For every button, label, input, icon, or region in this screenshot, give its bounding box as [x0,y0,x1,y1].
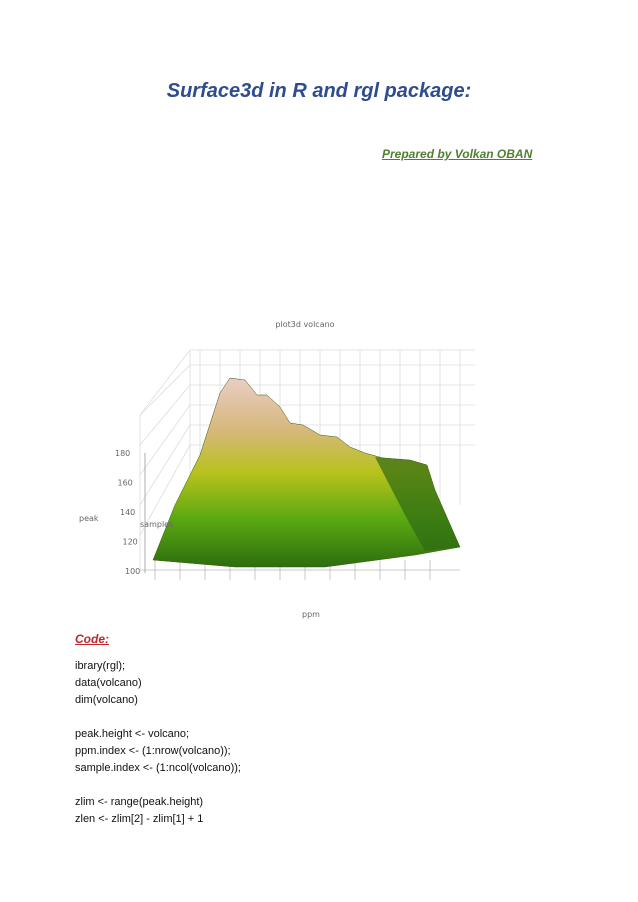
title: Surface3d in R and rgl package: [166,80,472,102]
z-tick-label: 120 [123,538,138,547]
grid [139,349,475,580]
z-tick-label: 160 [118,479,133,488]
z-tick-label: 100 [125,567,140,576]
z-ticks: 180 160 140 120 100 [115,449,140,576]
code-block: zlim <- range(peak.height) zlen <- zlim[2… [75,794,241,828]
z-axis-label: peak [79,514,99,523]
surface-shade [375,457,460,551]
figure-title: plot3d volcano [275,320,334,329]
z-tick-label: 140 [120,508,135,517]
code-line: peak.height <- volcano; [75,728,190,740]
code-line: sample.index <- (1:ncol(volcano)); [75,762,241,774]
code-line: ibrary(rgl); [75,660,126,672]
code-line: data(volcano) [75,677,142,689]
figure: plot3d volcano peak samples ppm 180 160 14… [79,320,475,619]
code-block: ibrary(rgl); data(volcano) dim(volcano) [75,658,241,709]
code-line: zlen <- zlim[2] - zlim[1] + 1 [75,813,204,825]
code-line: ppm.index <- (1:nrow(volcano)); [75,745,231,757]
code-line: dim(volcano) [75,694,138,706]
z-tick-label: 180 [115,449,130,458]
code-heading: Code: [75,632,109,646]
x-axis-label: ppm [302,610,320,619]
code: ibrary(rgl); data(volcano) dim(volcano) pea… [75,658,241,845]
code-line: zlim <- range(peak.height) [75,796,204,808]
code-block: peak.height <- volcano; ppm.index <- (1:n… [75,726,241,777]
author: Prepared by Volkan OBAN [382,147,533,161]
y-axis-label: samples [140,520,173,529]
surface [152,377,461,568]
